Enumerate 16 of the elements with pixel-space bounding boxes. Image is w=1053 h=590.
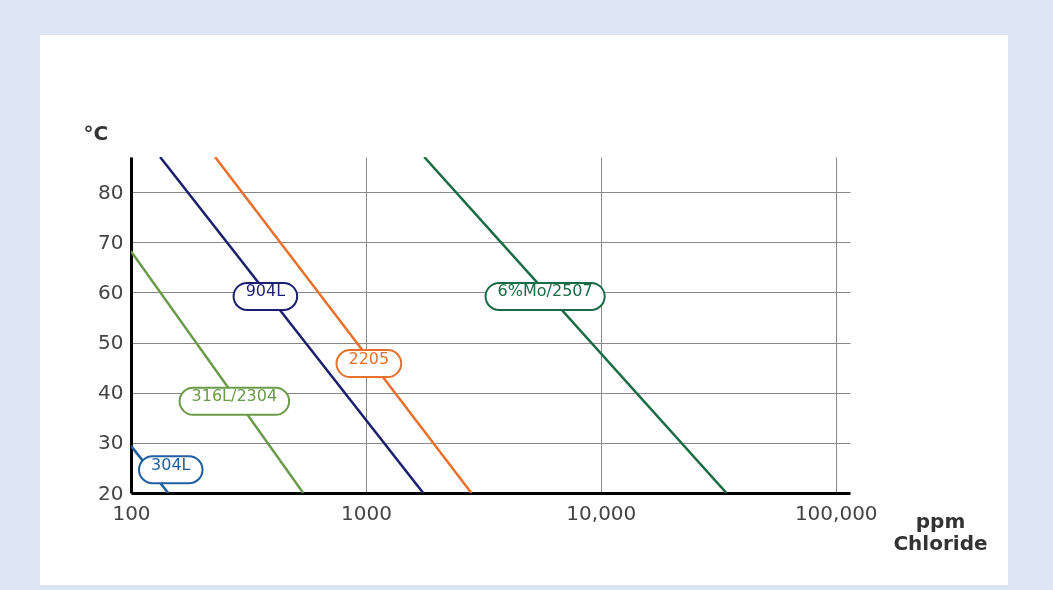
series-label: 316L/2304 [191,386,278,406]
x-axis-title: ppm Chloride [893,508,988,555]
x-tick-label: 1000 [340,500,392,525]
x-tick-label: 100,000 [794,500,878,525]
series-label: 304L [151,454,191,474]
y-tick-label: 30 [98,430,124,455]
series-label: 2205 [348,348,390,368]
x-tick-label: 10,000 [566,500,637,525]
y-tick-label: 50 [98,330,124,355]
y-tick-label: 70 [98,229,124,254]
y-tick-label: 40 [98,380,124,405]
y-tick-label: 80 [98,179,124,204]
y-axis-title: °C [83,120,109,145]
series-label: 6%Mo/2507 [497,281,593,301]
series-label: 904L [245,281,286,301]
y-tick-label: 60 [98,279,124,304]
